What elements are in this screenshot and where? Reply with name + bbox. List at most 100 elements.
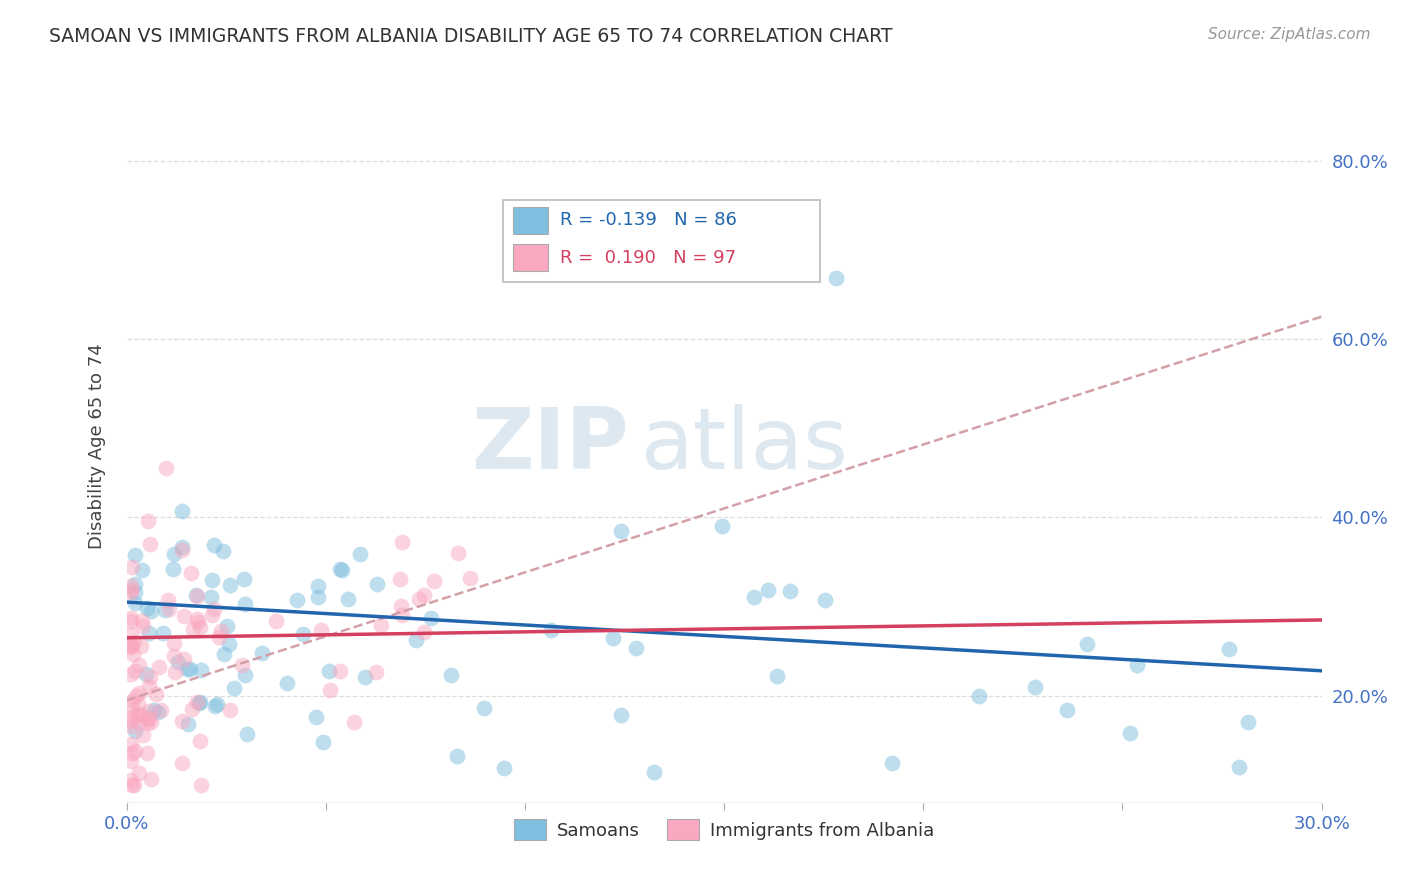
Point: [136, 515, 159, 529]
Point: [163, 636, 186, 650]
Point: [208, 630, 231, 644]
Point: [312, 735, 335, 749]
Point: [122, 778, 145, 792]
Point: [446, 546, 468, 560]
Text: R = -0.139   N = 86: R = -0.139 N = 86: [561, 211, 737, 228]
Point: [824, 271, 846, 285]
Point: [120, 614, 142, 628]
Point: [122, 635, 145, 649]
Point: [167, 655, 190, 669]
Point: [1076, 637, 1098, 651]
Point: [148, 659, 170, 673]
Point: [180, 566, 202, 581]
Point: [354, 670, 377, 684]
Point: [120, 627, 142, 641]
Point: [173, 609, 195, 624]
Point: [446, 748, 468, 763]
Point: [233, 597, 256, 611]
Point: [211, 544, 233, 558]
Point: [190, 664, 212, 678]
Point: [766, 668, 789, 682]
Point: [419, 610, 441, 624]
Point: [330, 563, 353, 577]
Point: [150, 703, 173, 717]
Point: [329, 562, 352, 576]
Point: [408, 591, 430, 606]
Point: [128, 686, 150, 700]
Point: [276, 676, 298, 690]
Point: [458, 571, 481, 585]
Point: [132, 619, 155, 633]
Point: [233, 572, 256, 586]
Point: [412, 588, 434, 602]
Point: [170, 540, 193, 554]
Point: [1218, 641, 1240, 656]
Point: [120, 667, 142, 681]
Point: [412, 625, 434, 640]
Point: [201, 574, 224, 588]
FancyBboxPatch shape: [513, 244, 548, 271]
Point: [163, 648, 186, 663]
Point: [219, 578, 242, 592]
Point: [148, 706, 170, 720]
Point: [121, 746, 143, 760]
Point: [120, 714, 142, 728]
Point: [285, 593, 308, 607]
Point: [152, 626, 174, 640]
Point: [343, 715, 366, 730]
Point: [138, 626, 160, 640]
Point: [135, 716, 157, 731]
Point: [492, 761, 515, 775]
Point: [120, 737, 142, 751]
Point: [139, 772, 162, 786]
Point: [129, 707, 152, 722]
Point: [291, 627, 314, 641]
Point: [264, 614, 287, 628]
Point: [127, 698, 149, 712]
Point: [882, 756, 904, 770]
Point: [145, 687, 167, 701]
Point: [157, 601, 180, 615]
Point: [176, 662, 198, 676]
Point: [472, 701, 495, 715]
Y-axis label: Disability Age 65 to 74: Disability Age 65 to 74: [87, 343, 105, 549]
Point: [200, 591, 222, 605]
Point: [162, 561, 184, 575]
Point: [202, 538, 225, 552]
Point: [391, 534, 413, 549]
Point: [125, 708, 148, 723]
Point: [177, 716, 200, 731]
Point: [142, 703, 165, 717]
Point: [205, 697, 228, 711]
Point: [370, 617, 392, 632]
Point: [124, 548, 146, 562]
Point: [188, 620, 211, 634]
Point: [186, 695, 208, 709]
Point: [124, 584, 146, 599]
Point: [204, 698, 226, 713]
Point: [201, 608, 224, 623]
Point: [139, 537, 162, 551]
Point: [131, 563, 153, 577]
Point: [1024, 681, 1046, 695]
Text: Source: ZipAtlas.com: Source: ZipAtlas.com: [1208, 27, 1371, 42]
Point: [307, 590, 329, 604]
Point: [366, 576, 388, 591]
Point: [170, 504, 193, 518]
Point: [319, 682, 342, 697]
Point: [136, 600, 159, 615]
Point: [742, 590, 765, 604]
Point: [124, 596, 146, 610]
Point: [219, 703, 242, 717]
Point: [153, 602, 176, 616]
Point: [170, 756, 193, 770]
Point: [318, 665, 340, 679]
Point: [1227, 760, 1250, 774]
Point: [131, 639, 153, 653]
Point: [139, 670, 162, 684]
Point: [128, 658, 150, 673]
Point: [222, 681, 245, 696]
Point: [141, 715, 163, 730]
Point: [120, 699, 142, 714]
Point: [733, 220, 755, 235]
